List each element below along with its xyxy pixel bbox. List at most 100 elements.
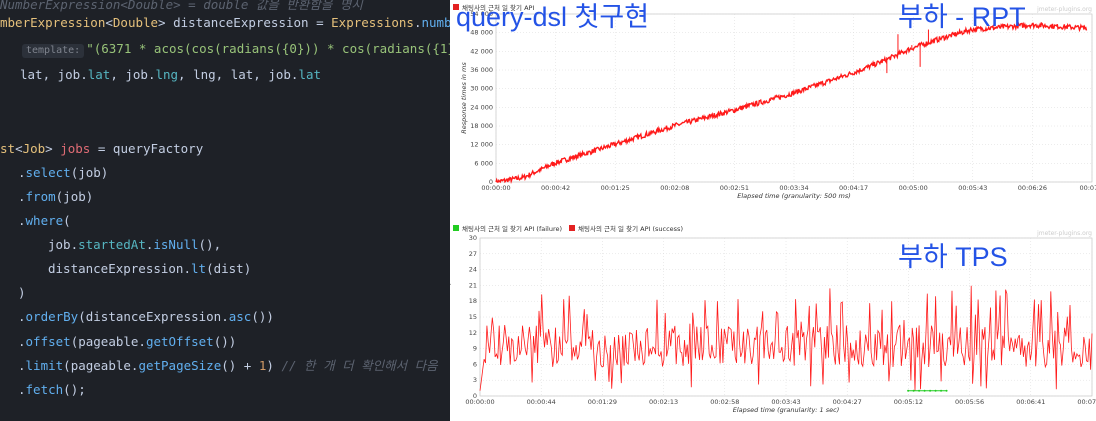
response-time-series: [495, 21, 1088, 185]
code-token: startedAt: [78, 237, 146, 252]
tps-success-series: [479, 285, 1093, 391]
x-tick-label: 00:02:58: [710, 398, 739, 406]
x-tick-label: 00:00:00: [481, 184, 510, 192]
y-tick-label: 27: [469, 250, 477, 258]
x-tick-label: 00:06:26: [1018, 184, 1047, 192]
code-token: (dist): [206, 261, 252, 276]
x-tick-label: 00:05:43: [958, 184, 987, 192]
x-tick-label: 00:04:17: [839, 184, 868, 192]
code-token: jobs: [60, 141, 91, 156]
code-token: (job): [55, 189, 94, 204]
y-tick-label: 12: [469, 329, 477, 337]
y-tick-label: 9: [473, 345, 477, 353]
y-axis-label: Response times in ms: [460, 62, 468, 134]
rpt-legend: 채팅사의 근처 일 찾기 API: [453, 2, 534, 12]
code-token: .: [18, 358, 26, 373]
code-token: Job: [22, 141, 46, 156]
tps-failure-point: [918, 389, 921, 392]
code-token: .: [145, 237, 154, 252]
legend-swatch-red: [569, 225, 576, 231]
rpt-legend-label: 채팅사의 근처 일 찾기 API: [462, 4, 535, 12]
tps-failure-point: [940, 389, 943, 392]
x-tick-label: 00:00:42: [541, 184, 570, 192]
code-token: (),: [198, 237, 222, 252]
x-tick-label: 00:01:29: [588, 398, 617, 406]
code-token: ): [266, 358, 282, 373]
y-tick-label: 48 000: [470, 29, 493, 37]
legend-swatch-green: [453, 225, 459, 231]
code-token: mberExpression: [0, 15, 106, 30]
code-token: distanceExpression.: [48, 261, 191, 276]
y-tick-label: 6: [473, 360, 477, 368]
code-token: 1: [258, 358, 267, 373]
response-time-chart: 0 6 000 12 000 18 000 24 000 30 000 36 000 42 0…: [460, 6, 1096, 200]
y-tick-label: 30: [469, 234, 477, 242]
y-tick-label: 12 000: [470, 141, 493, 149]
y-tick-label: 21: [469, 281, 477, 289]
code-line: .where(: [18, 212, 71, 230]
x-tick-label: 00:03:43: [771, 398, 800, 406]
x-tick-label: 00:02:08: [660, 184, 689, 192]
code-token: , lng, lat, job.: [178, 67, 299, 82]
code-line: st<Job> jobs = queryFactory: [0, 140, 203, 158]
code-line: lat, job.lat, job.lng, lng, lat, job.lat: [20, 66, 321, 84]
y-tick-label: 18: [469, 297, 477, 305]
code-token: // 한 개 더 확인해서 다음: [281, 358, 438, 373]
y-tick-label: 24 000: [470, 103, 493, 111]
code-token: lt: [191, 261, 207, 276]
y-tick-label: 3: [473, 376, 477, 384]
code-line: .offset(pageable.getOffset()): [18, 333, 236, 351]
tps-failure-point: [929, 389, 932, 392]
code-token: orderBy: [25, 309, 79, 324]
code-token: <: [105, 15, 113, 30]
code-token: .: [18, 165, 26, 180]
y-tick-label: 30 000: [470, 85, 493, 93]
code-token: (distanceExpression.: [78, 309, 229, 324]
x-tick-label: 00:00:00: [465, 398, 494, 406]
code-token: from: [25, 189, 56, 204]
code-token: lat: [87, 67, 111, 82]
main-title-overlay: query-dsl 첫구현: [456, 2, 650, 32]
code-line: .select(job): [18, 164, 108, 182]
code-line: ): [18, 284, 26, 302]
tps-failure-point: [934, 389, 937, 392]
code-token: () +: [221, 358, 259, 373]
code-token: <: [15, 141, 23, 156]
tps-legend: 채팅사의 근처 일 찾기 API (failure) 채팅사의 근처 일 찾기 …: [453, 223, 683, 233]
code-editor[interactable]: NumberExpression<Double> = double 값을 반환함…: [0, 0, 450, 421]
code-token: lat, job.: [20, 67, 88, 82]
y-tick-label: 54 000: [470, 10, 493, 18]
y-tick-label: 18 000: [470, 122, 493, 130]
x-axis-label: Elapsed time (granularity: 500 ms): [737, 192, 851, 200]
code-token: getPageSize: [138, 358, 222, 373]
y-axis-label: Number of transactions /sec: [450, 271, 452, 363]
code-line: distanceExpression.lt(dist): [48, 260, 251, 278]
x-tick-label: 00:02:13: [649, 398, 678, 406]
legend-swatch-red: [453, 4, 459, 10]
code-token: lat: [298, 67, 322, 82]
code-line: mberExpression<Double> distanceExpressio…: [0, 14, 450, 32]
y-tick-label: 0: [473, 392, 477, 400]
code-token: st: [0, 141, 16, 156]
code-token: asc: [228, 309, 252, 324]
y-tick-label: 42 000: [470, 47, 493, 55]
code-line: .from(job): [18, 188, 93, 206]
x-tick-label: 00:07:0: [1079, 184, 1096, 192]
x-tick-label: 00:00:44: [527, 398, 556, 406]
tps-failure-point: [912, 389, 915, 392]
code-line: NumberExpression<Double> = double 값을 반환함…: [0, 0, 363, 14]
code-token: .: [413, 15, 422, 30]
code-token: ();: [63, 382, 86, 397]
code-token: > distanceExpression =: [158, 15, 332, 30]
tps-chart: 0 3 6 9 12 15 18 21 24 27 30 00:00:00 00:00:44 00:01:…: [450, 230, 1096, 414]
code-token: Expressions: [331, 15, 414, 30]
code-token: isNull: [153, 237, 199, 252]
code-token: "(6371 * acos(cos(radians({0})) * cos(ra…: [86, 41, 450, 56]
code-token: fetch: [25, 382, 64, 397]
code-token: .: [18, 382, 26, 397]
code-token: .: [18, 213, 26, 228]
code-token: lng: [155, 67, 179, 82]
code-token: , job.: [110, 67, 156, 82]
x-tick-label: 00:07:26: [1077, 398, 1096, 406]
